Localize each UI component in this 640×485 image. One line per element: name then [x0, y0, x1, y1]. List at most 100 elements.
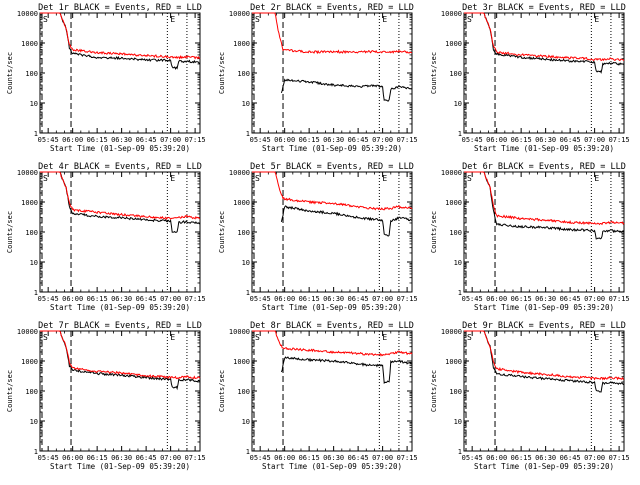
panel-title: Det 1r BLACK = Events, RED = LLD — [38, 3, 202, 13]
y-axis-label: Counts/sec — [218, 52, 226, 94]
panel-title: Det 8r BLACK = Events, RED = LLD — [250, 321, 414, 331]
marker-label-e: E — [170, 15, 175, 24]
marker-label-e: E — [382, 15, 387, 24]
y-tick-label: 10000 — [229, 169, 250, 177]
x-tick-label: 06:30 — [535, 454, 556, 462]
marker-label-s: S — [43, 174, 48, 183]
x-tick-label: 07:00 — [160, 454, 181, 462]
lld-series-line — [40, 12, 201, 60]
y-tick-label: 100 — [25, 229, 38, 237]
events-series-line — [280, 78, 413, 102]
y-tick-label: 10 — [30, 418, 38, 426]
x-axis-label: Start Time (01-Sep-09 05:39:20) — [262, 303, 402, 312]
x-tick-label: 06:45 — [136, 295, 157, 303]
y-tick-label: 1 — [246, 289, 250, 297]
x-tick-label: 06:45 — [560, 295, 581, 303]
x-tick-label: 06:30 — [323, 136, 344, 144]
y-tick-label: 1000 — [21, 199, 38, 207]
x-tick-label: 07:00 — [160, 136, 181, 144]
y-tick-label: 10 — [454, 259, 462, 267]
plot-frame — [251, 12, 413, 134]
panel-title: Det 6r BLACK = Events, RED = LLD — [462, 162, 626, 172]
x-tick-label: 06:00 — [486, 454, 507, 462]
events-series-line — [40, 12, 201, 70]
y-axis-label: Counts/sec — [218, 370, 226, 412]
y-tick-label: 1 — [458, 448, 462, 456]
x-tick-label: 06:15 — [299, 454, 320, 462]
events-series-line — [40, 330, 201, 391]
lld-series-line — [252, 12, 412, 55]
y-tick-label: 1 — [246, 130, 250, 138]
x-tick-label: 06:15 — [299, 136, 320, 144]
events-series-line — [280, 205, 412, 237]
x-tick-label: 05:45 — [250, 136, 271, 144]
y-tick-label: 10 — [454, 100, 462, 108]
y-tick-label: 1000 — [233, 358, 250, 366]
y-axis-label: Counts/sec — [430, 52, 438, 94]
x-tick-label: 06:00 — [62, 136, 83, 144]
detector-panel-4: Det 4r BLACK = Events, RED = LLD 1 10 100 10… — [6, 162, 206, 312]
y-tick-label: 100 — [449, 229, 462, 237]
plot-frame — [463, 330, 625, 452]
panel-title: Det 4r BLACK = Events, RED = LLD — [38, 162, 202, 172]
x-tick-label: 06:45 — [348, 295, 369, 303]
panel-title: Det 2r BLACK = Events, RED = LLD — [250, 3, 414, 13]
x-axis-label: Start Time (01-Sep-09 05:39:20) — [50, 144, 190, 153]
x-tick-label: 05:45 — [250, 454, 271, 462]
marker-label-s: S — [255, 333, 260, 342]
y-tick-label: 10 — [242, 418, 250, 426]
x-tick-label: 07:15 — [185, 295, 206, 303]
marker-label-e: E — [594, 333, 599, 342]
events-series-line — [464, 330, 625, 393]
x-tick-label: 06:30 — [323, 295, 344, 303]
x-tick-label: 07:15 — [609, 295, 630, 303]
y-tick-label: 1000 — [445, 358, 462, 366]
lld-series-line — [252, 330, 413, 357]
x-axis-label: Start Time (01-Sep-09 05:39:20) — [262, 462, 402, 471]
y-tick-label: 100 — [237, 388, 250, 396]
y-tick-label: 1000 — [445, 199, 462, 207]
y-tick-label: 10 — [454, 418, 462, 426]
x-tick-label: 06:00 — [62, 295, 83, 303]
detector-panel-7: Det 7r BLACK = Events, RED = LLD 1 10 100 10… — [6, 321, 206, 471]
marker-label-e: E — [594, 174, 599, 183]
y-axis-label: Counts/sec — [430, 370, 438, 412]
y-axis-label: Counts/sec — [6, 52, 14, 94]
y-tick-label: 1 — [458, 130, 462, 138]
x-tick-label: 06:15 — [511, 454, 532, 462]
plot-frame — [39, 12, 201, 134]
marker-label-e: E — [382, 174, 387, 183]
x-axis-label: Start Time (01-Sep-09 05:39:20) — [50, 462, 190, 471]
y-tick-label: 1000 — [233, 40, 250, 48]
x-tick-label: 06:15 — [87, 295, 108, 303]
x-tick-label: 07:00 — [372, 295, 393, 303]
y-axis-label: Counts/sec — [6, 370, 14, 412]
x-tick-label: 06:30 — [535, 136, 556, 144]
plot-frame — [251, 330, 413, 452]
marker-label-e: E — [594, 15, 599, 24]
y-tick-label: 10000 — [17, 169, 38, 177]
x-tick-label: 07:15 — [609, 454, 630, 462]
x-tick-label: 06:00 — [274, 295, 295, 303]
x-tick-label: 05:45 — [38, 136, 59, 144]
marker-label-e: E — [382, 333, 387, 342]
x-tick-label: 06:45 — [560, 136, 581, 144]
y-tick-label: 1 — [458, 289, 462, 297]
y-tick-label: 1 — [34, 448, 38, 456]
x-tick-label: 06:00 — [62, 454, 83, 462]
y-tick-label: 1000 — [233, 199, 250, 207]
y-tick-label: 10000 — [441, 328, 462, 336]
x-tick-label: 06:15 — [511, 295, 532, 303]
marker-label-e: E — [170, 333, 175, 342]
y-tick-label: 100 — [237, 70, 250, 78]
x-tick-label: 05:45 — [38, 454, 59, 462]
x-tick-label: 05:45 — [462, 454, 483, 462]
y-tick-label: 1 — [246, 448, 250, 456]
x-tick-label: 06:15 — [87, 454, 108, 462]
x-tick-label: 06:45 — [560, 454, 581, 462]
panel-title: Det 3r BLACK = Events, RED = LLD — [462, 3, 626, 13]
y-tick-label: 10000 — [229, 328, 250, 336]
x-tick-label: 06:00 — [486, 136, 507, 144]
y-tick-label: 100 — [449, 70, 462, 78]
